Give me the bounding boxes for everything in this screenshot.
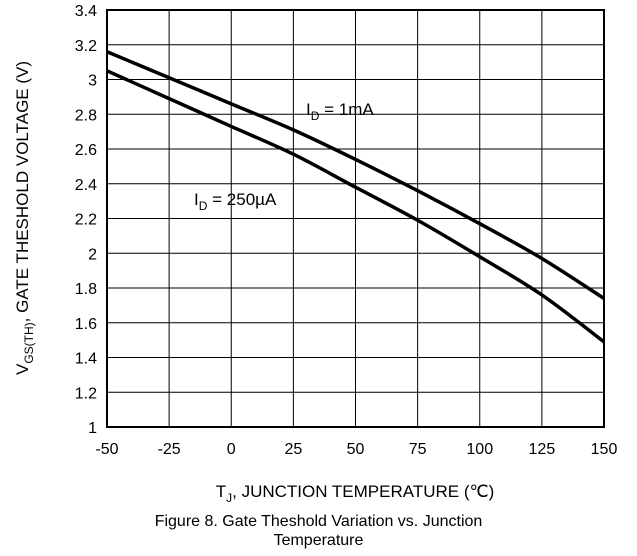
series-layer bbox=[106, 50, 606, 344]
y-tick-label: 2.6 bbox=[75, 142, 97, 159]
series-label-1ma: ID = 1mA bbox=[306, 100, 374, 123]
x-tick-label: 150 bbox=[591, 441, 618, 458]
caption-line-2: Temperature bbox=[273, 532, 364, 549]
y-tick-label: 2.2 bbox=[75, 212, 97, 229]
y-tick-label: 1.4 bbox=[75, 351, 97, 368]
y-tick-label: 1.8 bbox=[75, 281, 97, 298]
x-tick-label: 125 bbox=[529, 441, 556, 458]
x-tick-label: -25 bbox=[158, 441, 181, 458]
y-axis-title: VGS(TH), GATE THESHOLD VOLTAGE (V) bbox=[13, 61, 36, 375]
y-tick-label: 1.2 bbox=[75, 385, 97, 402]
y-tick-labels: 1 1.2 1.4 1.6 1.8 2 2.2 2.4 2.6 2.8 3 3.2 3.4 bbox=[75, 3, 97, 437]
x-tick-label: 50 bbox=[347, 441, 365, 458]
x-tick-labels: -50 -25 0 25 50 75 100 125 150 bbox=[95, 441, 617, 458]
x-tick-label: -50 bbox=[95, 441, 118, 458]
y-tick-label: 3 bbox=[88, 73, 97, 90]
y-tick-label: 2.4 bbox=[75, 177, 97, 194]
y-tick-label: 1 bbox=[88, 420, 97, 437]
grid bbox=[106, 9, 605, 428]
figure-caption: Figure 8. Gate Theshold Variation vs. Ju… bbox=[0, 512, 637, 550]
x-tick-label: 25 bbox=[284, 441, 302, 458]
caption-line-1: Figure 8. Gate Theshold Variation vs. Ju… bbox=[154, 513, 483, 530]
series-line-id-1ma bbox=[106, 50, 605, 300]
y-tick-label: 2.8 bbox=[75, 107, 97, 124]
series-line-id-250ua bbox=[106, 69, 606, 344]
y-tick-label: 2 bbox=[88, 246, 97, 263]
y-tick-label: 3.2 bbox=[75, 38, 97, 55]
y-tick-label: 1.6 bbox=[75, 316, 97, 333]
x-axis-title: TJ, JUNCTION TEMPERATURE (℃) bbox=[216, 482, 495, 505]
x-tick-label: 100 bbox=[466, 441, 493, 458]
series-label-250ua: ID = 250µA bbox=[194, 190, 277, 213]
x-tick-label: 75 bbox=[409, 441, 427, 458]
y-tick-label: 3.4 bbox=[75, 3, 97, 20]
x-tick-label: 0 bbox=[227, 441, 236, 458]
plot-frame bbox=[106, 9, 605, 428]
